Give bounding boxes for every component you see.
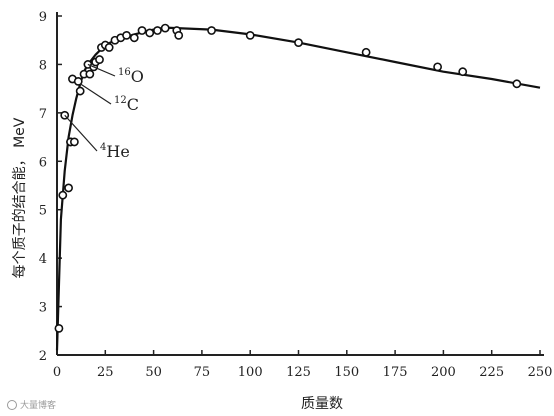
y-tick-label: 3 xyxy=(39,301,47,316)
annotation-mass-number: 4 xyxy=(100,142,106,153)
data-point xyxy=(64,183,73,193)
annotation-element-symbol: He xyxy=(106,142,129,161)
data-point xyxy=(207,26,216,35)
annotation-leader xyxy=(87,63,116,77)
annotation-leader xyxy=(79,83,112,105)
y-axis-ticks: 2 3 4 5 6 7 8 9 xyxy=(39,10,62,364)
annotation-label: 4He xyxy=(100,142,130,161)
data-point xyxy=(512,79,522,89)
data-point xyxy=(95,55,104,64)
data-point xyxy=(174,30,184,40)
data-point xyxy=(137,26,147,35)
x-tick-label: 0 xyxy=(53,365,61,380)
annotation-label: 16O xyxy=(118,67,144,86)
x-tick-label: 25 xyxy=(97,365,114,380)
y-tick-label: 9 xyxy=(39,10,47,25)
data-point xyxy=(75,86,85,96)
y-tick-label: 8 xyxy=(39,58,47,73)
data-point xyxy=(294,38,303,48)
annotation-element-symbol: O xyxy=(131,67,144,86)
data-point xyxy=(69,137,79,147)
x-tick-label: 125 xyxy=(286,365,311,380)
data-point xyxy=(54,323,64,333)
annotation-mass-number: 16 xyxy=(118,67,131,78)
data-point xyxy=(433,62,443,72)
data-point xyxy=(458,67,468,77)
x-tick-label: 75 xyxy=(194,365,211,380)
data-point xyxy=(160,23,170,33)
y-tick-label: 4 xyxy=(39,252,47,267)
watermark-logo-icon xyxy=(7,400,17,410)
data-point xyxy=(104,43,114,52)
data-point xyxy=(153,26,162,35)
x-tick-label: 200 xyxy=(431,365,456,380)
data-points-layer xyxy=(54,23,522,333)
y-tick-label: 2 xyxy=(39,349,47,364)
watermark-text: 大量博客 xyxy=(20,399,56,411)
y-tick-label: 6 xyxy=(39,155,47,170)
data-point xyxy=(361,47,371,57)
annotation-mass-number: 12 xyxy=(114,95,127,106)
x-tick-label: 150 xyxy=(334,365,359,380)
annotation-leader xyxy=(64,114,98,152)
y-tick-label: 5 xyxy=(39,204,47,219)
data-point xyxy=(122,30,131,40)
data-point xyxy=(129,33,139,43)
watermark: 大量博客 xyxy=(7,399,56,411)
data-point xyxy=(73,76,83,86)
annotation-element-symbol: C xyxy=(127,95,139,114)
data-point xyxy=(58,190,68,200)
x-tick-label: 225 xyxy=(479,365,504,380)
data-point xyxy=(85,69,95,79)
annotation-label: 12C xyxy=(114,95,139,114)
x-tick-label: 50 xyxy=(145,365,162,380)
x-tick-label: 100 xyxy=(238,365,263,380)
x-axis-title: 质量数 xyxy=(301,396,343,412)
x-tick-label: 250 xyxy=(528,365,553,380)
y-axis-title: 每个质子的结合能， MeV xyxy=(12,117,28,278)
x-axis-ticks: 0 25 50 75 100 125 150 175 200 225 250 xyxy=(53,350,553,380)
plot-frame xyxy=(56,12,544,356)
data-point xyxy=(145,28,155,38)
annotation-layer: 16O 12C 4He xyxy=(64,63,144,161)
y-tick-label: 7 xyxy=(39,107,47,122)
x-tick-label: 175 xyxy=(383,365,408,380)
data-point xyxy=(245,30,255,40)
